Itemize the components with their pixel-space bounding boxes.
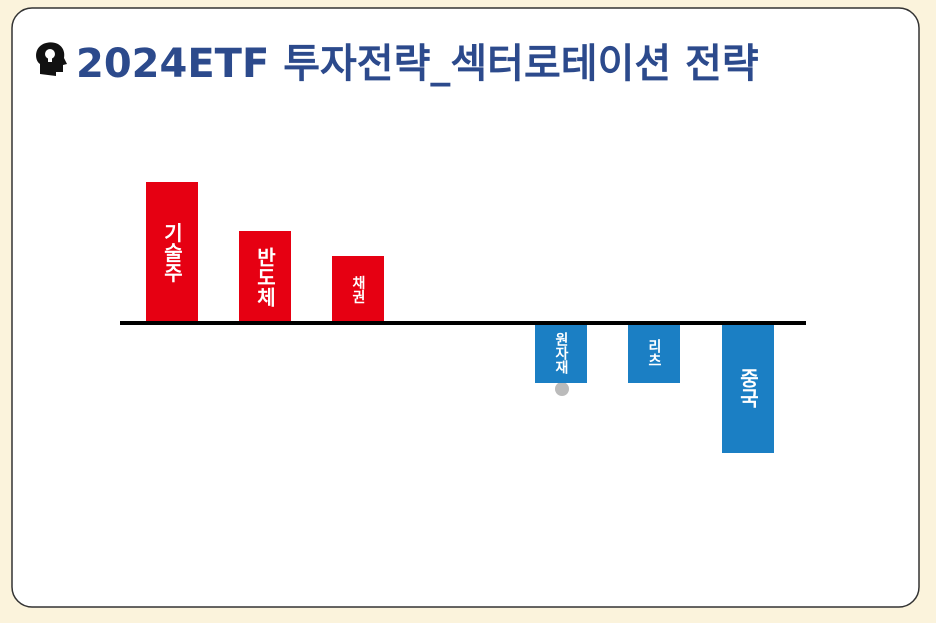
bar: [332, 256, 384, 323]
bar: [628, 323, 680, 383]
slide-frame: [11, 7, 920, 608]
head-bulb-icon: [36, 42, 67, 76]
pointer-dot: [555, 382, 569, 396]
chart-title: 2024ETF 투자전략_섹터로테이션 전략: [76, 41, 759, 87]
bar: [722, 323, 774, 453]
bar: [146, 182, 198, 323]
bar-label: 중국: [736, 368, 760, 408]
bar: [535, 323, 587, 383]
bar-label: 원자재: [553, 332, 569, 375]
bar-label: 채권: [350, 276, 366, 305]
bar: [239, 231, 291, 323]
bar-label: 리츠: [646, 339, 662, 367]
bar-label: 기술주: [160, 222, 184, 282]
bar-label: 반도체: [253, 247, 277, 307]
